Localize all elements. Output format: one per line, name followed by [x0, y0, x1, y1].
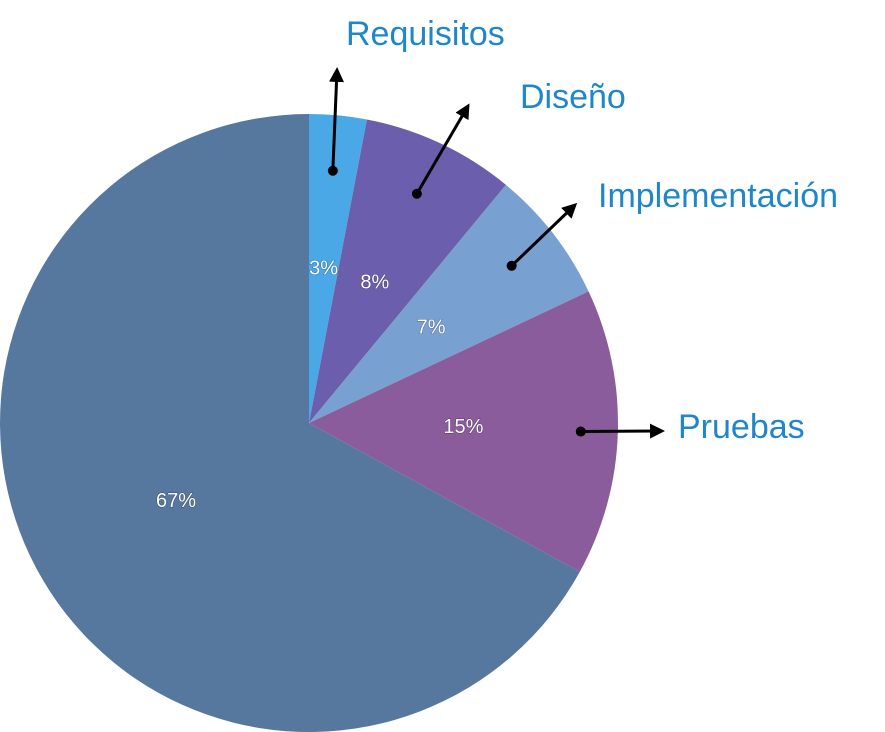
pie-slice: [309, 291, 618, 572]
value-label: 3%: [309, 257, 338, 279]
callout-arrow: [329, 67, 344, 171]
category-label: Diseño: [520, 78, 626, 116]
pie-slice: [0, 114, 580, 732]
value-label: 8%: [360, 271, 389, 293]
pie-slice: [309, 114, 367, 423]
category-label: Pruebas: [678, 408, 805, 446]
category-label: Requisitos: [346, 15, 505, 53]
callout-arrow: [510, 202, 578, 267]
callout-arrow: [580, 423, 665, 439]
category-label: Implementación: [598, 177, 838, 215]
callout-arrow: [415, 103, 470, 195]
pie-slice: [309, 184, 589, 423]
value-label: 67%: [156, 490, 196, 512]
value-label: 7%: [417, 317, 446, 339]
pie-slice: [309, 119, 506, 423]
value-label: 15%: [443, 416, 483, 438]
